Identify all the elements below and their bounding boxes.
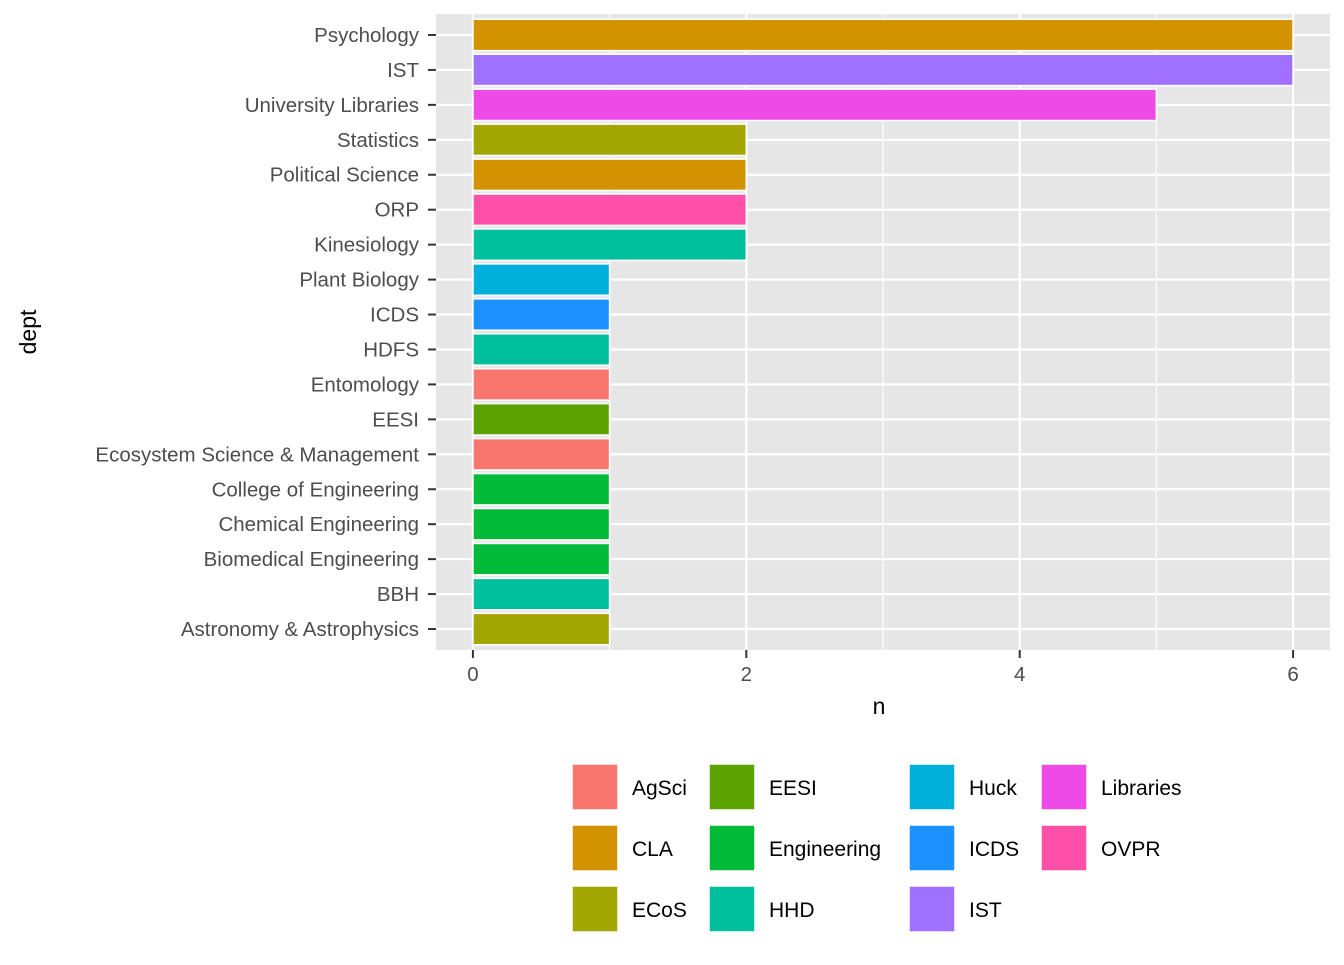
bar — [472, 367, 611, 401]
y-tick-label: IST — [387, 59, 419, 82]
y-tick-label: Kinesiology — [314, 234, 420, 257]
bar — [472, 123, 748, 157]
legend-label: EESI — [769, 777, 817, 800]
legend-label: ECoS — [632, 899, 687, 922]
bar — [472, 542, 611, 576]
y-tick-label: Astronomy & Astrophysics — [181, 618, 419, 641]
bar — [472, 18, 1294, 52]
y-tick-label: Ecosystem Science & Management — [95, 443, 419, 466]
y-tick-label: Chemical Engineering — [218, 513, 419, 536]
legend-key — [708, 824, 756, 872]
bar — [472, 88, 1158, 122]
legend-label: CLA — [632, 838, 673, 861]
x-axis-title: n — [873, 693, 886, 719]
x-tick-label: 6 — [1287, 663, 1298, 686]
legend-label: AgSci — [632, 777, 687, 800]
legend-key — [571, 885, 619, 933]
legend-key — [908, 824, 956, 872]
x-axis: 0 2 4 6 — [467, 650, 1299, 686]
y-axis-title: dept — [15, 309, 41, 354]
y-tick-label: ICDS — [370, 304, 419, 327]
legend-key — [908, 763, 956, 811]
bar — [472, 193, 748, 227]
y-tick-label: HDFS — [363, 338, 419, 361]
bar — [472, 507, 611, 541]
bars — [472, 18, 1294, 646]
legend-label: Engineering — [769, 838, 881, 861]
legend-label: IST — [969, 899, 1002, 922]
bar — [472, 437, 611, 471]
bar — [472, 158, 748, 192]
y-tick-label: EESI — [372, 408, 419, 431]
y-tick-label: University Libraries — [245, 94, 419, 117]
legend-key — [908, 885, 956, 933]
bar — [472, 577, 611, 611]
y-tick-label: Biomedical Engineering — [204, 548, 419, 571]
legend-label: Huck — [969, 777, 1017, 800]
legend-key — [1040, 824, 1088, 872]
bar — [472, 263, 611, 297]
y-tick-label: ORP — [375, 199, 419, 222]
legend-label: HHD — [769, 899, 815, 922]
x-tick-label: 4 — [1014, 663, 1025, 686]
x-tick-label: 2 — [741, 663, 752, 686]
legend-key — [571, 824, 619, 872]
legend-key — [571, 763, 619, 811]
y-tick-label: Entomology — [311, 373, 420, 396]
y-tick-label: Statistics — [337, 129, 419, 152]
bar — [472, 402, 611, 436]
y-tick-label: Political Science — [270, 164, 419, 187]
legend-key — [1040, 763, 1088, 811]
bar — [472, 332, 611, 366]
bar — [472, 228, 748, 262]
legend-label: ICDS — [969, 838, 1019, 861]
legend-key — [708, 763, 756, 811]
legend-key — [708, 885, 756, 933]
y-axis: Astronomy & Astrophysics BBH Biomedical En… — [95, 24, 436, 641]
legend-label: Libraries — [1101, 777, 1182, 800]
legend-label: OVPR — [1101, 838, 1161, 861]
bar — [472, 612, 611, 646]
y-tick-label: Psychology — [314, 24, 420, 47]
x-tick-label: 0 — [467, 663, 478, 686]
y-tick-label: Plant Biology — [299, 269, 419, 292]
bar — [472, 472, 611, 506]
bar — [472, 298, 611, 332]
y-tick-label: College of Engineering — [212, 478, 419, 501]
legend: AgSci CLA ECoS EESI Engineering HHD Huck ICDS IS… — [571, 763, 1182, 933]
bar — [472, 53, 1294, 87]
y-tick-label: BBH — [377, 583, 419, 606]
